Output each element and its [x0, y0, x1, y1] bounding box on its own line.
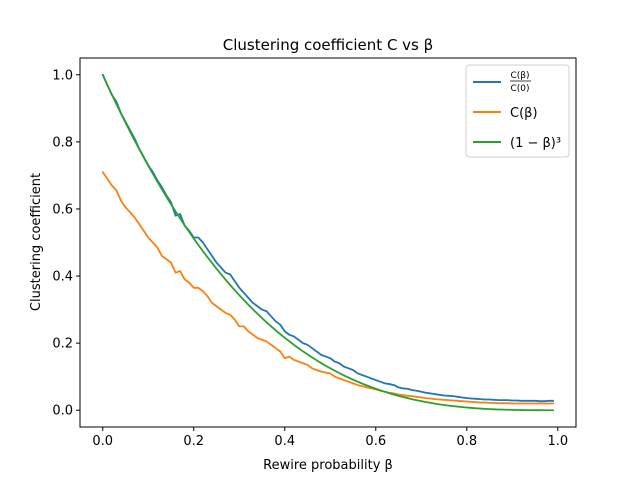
y-tick-label-5: 1.0	[52, 68, 73, 83]
y-tick-label-2: 0.4	[52, 270, 73, 285]
series-line-1	[101, 171, 555, 405]
x-tick-label-0: 0.0	[92, 434, 113, 449]
legend-label-ratio-denominator: C(0)	[510, 84, 529, 94]
x-axis-label: Rewire probability β	[263, 458, 393, 473]
x-tick-label-1: 0.2	[183, 434, 204, 449]
y-tick-label-4: 0.8	[52, 135, 73, 150]
legend-label-c-beta: C(β)	[510, 106, 538, 121]
x-tick-label-4: 0.8	[456, 434, 477, 449]
y-tick-label-1: 0.2	[52, 337, 73, 352]
y-axis: 0.0 0.2 0.4 0.6 0.8 1.0	[52, 68, 80, 419]
plot-frame	[79, 57, 577, 428]
y-tick-label-0: 0.0	[52, 404, 73, 419]
legend-box	[465, 64, 570, 158]
x-tick-label-5: 1.0	[547, 434, 568, 449]
chart-title: Clustering coefficient C vs β	[223, 36, 433, 54]
legend: C(β) C(0) C(β) (1 − β)³	[465, 64, 570, 158]
x-axis: 0.0 0.2 0.4 0.6 0.8 1.0	[92, 427, 568, 449]
series-line-2	[101, 73, 555, 412]
x-tick-label-2: 0.4	[274, 434, 295, 449]
legend-label-ratio-numerator: C(β)	[510, 71, 529, 81]
plot-lines	[101, 73, 555, 412]
y-axis-label: Clustering coefficient	[29, 173, 44, 311]
legend-label-one-minus-beta-cubed: (1 − β)³	[510, 136, 561, 151]
x-tick-label-3: 0.6	[365, 434, 386, 449]
y-tick-label-3: 0.6	[52, 202, 73, 217]
